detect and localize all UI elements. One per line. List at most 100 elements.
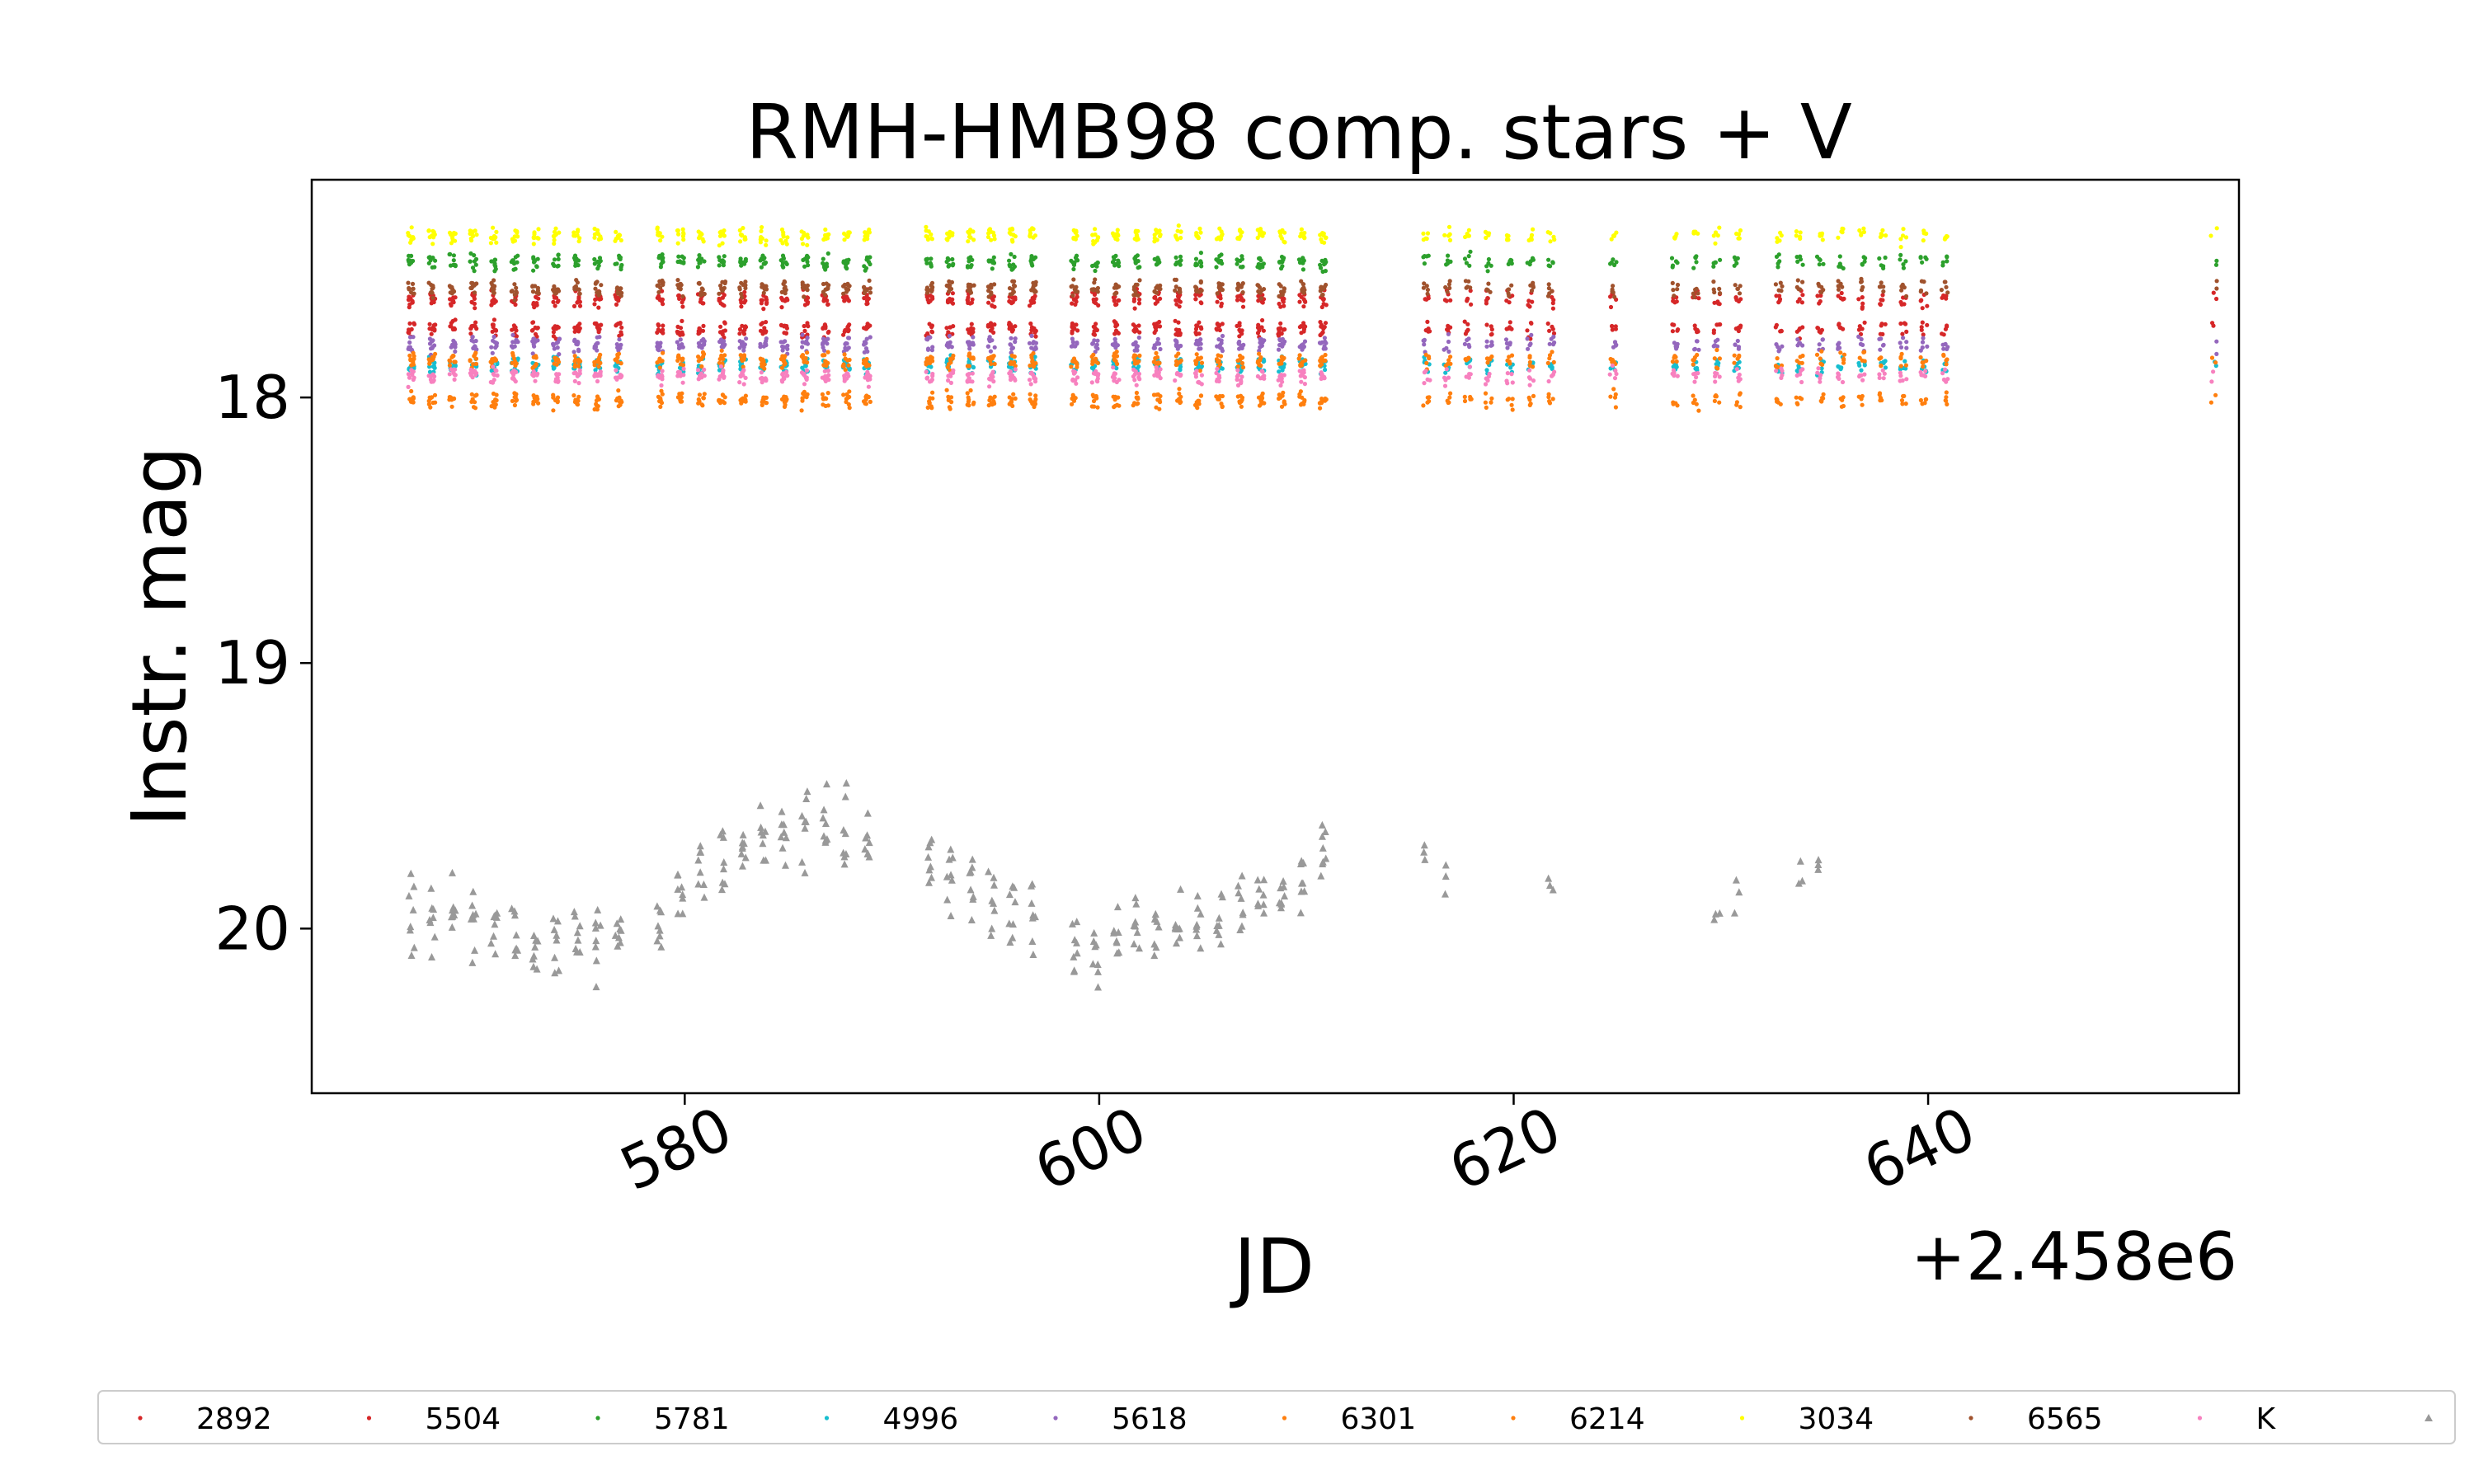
- data-point: [1235, 383, 1241, 387]
- data-point: [930, 345, 935, 350]
- data-point: [1032, 347, 1037, 352]
- data-point: [965, 372, 970, 378]
- data-point: [1944, 358, 1949, 363]
- data-point: [1136, 364, 1141, 369]
- data-point: [1013, 336, 1018, 341]
- data-point: [1279, 376, 1284, 381]
- data-point: [802, 382, 807, 387]
- data-point: [530, 320, 536, 325]
- data-point: [574, 936, 582, 944]
- data-point: [950, 291, 955, 296]
- data-point: [969, 892, 977, 900]
- data-point: [2211, 290, 2216, 295]
- data-point: [1258, 262, 1263, 267]
- data-point: [1258, 345, 1263, 350]
- series-K: [406, 363, 2216, 389]
- data-point: [819, 814, 827, 822]
- data-point: [576, 381, 581, 386]
- series-6214: [407, 387, 2218, 413]
- data-point: [1509, 402, 1514, 407]
- data-point: [842, 779, 850, 787]
- data-point: [407, 335, 413, 340]
- data-point: [1154, 228, 1159, 232]
- data-point: [1095, 338, 1100, 343]
- data-point: [1176, 294, 1181, 300]
- data-point: [1151, 345, 1156, 350]
- data-point: [406, 372, 411, 377]
- data-point: [988, 395, 993, 400]
- data-point: [929, 280, 935, 285]
- data-point: [846, 363, 851, 368]
- data-point: [411, 286, 416, 291]
- data-point: [407, 294, 412, 299]
- data-point: [1878, 302, 1883, 307]
- data-point: [698, 299, 703, 304]
- data-point: [695, 265, 701, 270]
- data-point: [675, 340, 680, 345]
- data-point: [1011, 392, 1016, 397]
- data-point: [1944, 235, 1949, 240]
- data-point: [967, 359, 971, 364]
- data-point: [823, 227, 828, 232]
- data-point: [1239, 360, 1245, 366]
- data-point: [743, 279, 748, 284]
- data-point: [1073, 237, 1078, 242]
- data-point: [758, 345, 763, 350]
- data-point: [1302, 382, 1307, 387]
- data-point: [1918, 255, 1923, 260]
- data-point: [841, 792, 849, 801]
- data-point: [743, 399, 748, 404]
- data-point: [801, 257, 806, 262]
- data-point: [407, 302, 412, 307]
- data-point: [1007, 322, 1012, 327]
- data-point: [592, 256, 597, 262]
- data-point: [492, 290, 496, 296]
- data-point: [1671, 288, 1676, 293]
- data-point: [1260, 317, 1265, 323]
- data-point: [1009, 251, 1014, 256]
- data-point: [447, 230, 453, 235]
- data-point: [1485, 378, 1490, 383]
- data-point: [804, 368, 810, 373]
- data-point: [1942, 294, 1947, 300]
- data-point: [779, 365, 784, 370]
- data-point: [614, 229, 618, 234]
- data-point: [1070, 359, 1075, 364]
- data-point: [1276, 331, 1281, 336]
- data-point: [991, 294, 996, 299]
- data-point: [699, 356, 704, 362]
- data-point: [946, 378, 951, 383]
- data-point: [1550, 294, 1554, 300]
- data-point: [743, 393, 749, 398]
- data-point: [1611, 359, 1616, 364]
- data-point: [512, 298, 517, 303]
- data-point: [1151, 359, 1156, 364]
- data-point: [549, 914, 557, 923]
- data-point: [1446, 375, 1451, 380]
- data-point: [1692, 355, 1697, 360]
- data-point: [1904, 329, 1909, 334]
- data-point: [868, 290, 873, 295]
- data-point: [453, 349, 458, 354]
- data-point: [1695, 327, 1700, 332]
- data-point: [780, 261, 786, 265]
- data-point: [1551, 234, 1556, 239]
- data-point: [1485, 360, 1490, 365]
- data-point: [660, 234, 665, 239]
- data-point: [1925, 322, 1930, 327]
- data-point: [1319, 340, 1324, 345]
- data-point: [1505, 345, 1510, 350]
- data-point: [515, 229, 520, 234]
- data-point: [1110, 374, 1115, 379]
- data-point: [1297, 369, 1302, 373]
- data-point: [1857, 363, 1862, 368]
- data-point: [1862, 320, 1867, 325]
- data-point: [1817, 342, 1822, 347]
- data-point: [1299, 361, 1304, 366]
- data-point: [1199, 360, 1205, 365]
- data-point: [556, 289, 562, 294]
- data-point: [1093, 227, 1098, 232]
- data-point: [951, 261, 956, 266]
- data-point: [596, 364, 601, 369]
- data-point: [722, 293, 727, 298]
